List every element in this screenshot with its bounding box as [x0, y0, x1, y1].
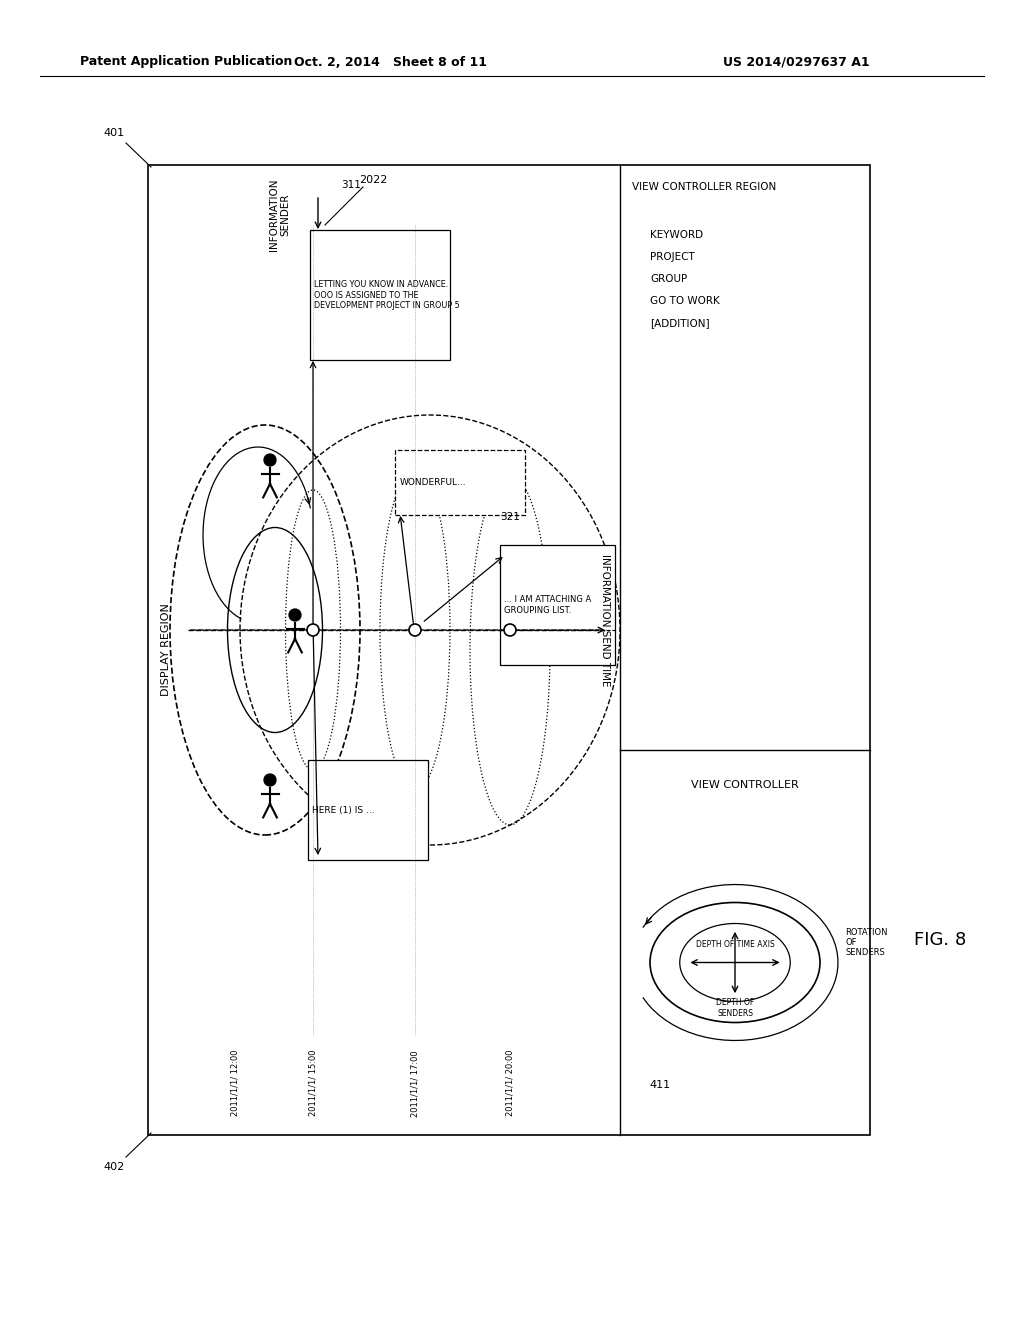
Bar — [308, 760, 428, 861]
Text: INFORMATION
SENDER: INFORMATION SENDER — [269, 178, 291, 251]
Text: US 2014/0297637 A1: US 2014/0297637 A1 — [723, 55, 870, 69]
Text: 2022: 2022 — [358, 176, 387, 185]
Text: PROJECT: PROJECT — [650, 252, 694, 261]
Text: 411: 411 — [649, 1080, 671, 1090]
Text: KEYWORD: KEYWORD — [650, 230, 703, 240]
Circle shape — [409, 624, 421, 636]
Text: GO TO WORK: GO TO WORK — [650, 296, 720, 306]
Text: LETTING YOU KNOW IN ADVANCE.
OOO IS ASSIGNED TO THE
DEVELOPMENT PROJECT IN GROUP: LETTING YOU KNOW IN ADVANCE. OOO IS ASSI… — [314, 280, 460, 310]
Text: 2011/1/1/ 15:00: 2011/1/1/ 15:00 — [308, 1049, 317, 1117]
Text: 402: 402 — [103, 1162, 125, 1172]
Text: Patent Application Publication: Patent Application Publication — [80, 55, 293, 69]
Text: GROUP: GROUP — [650, 275, 687, 284]
Text: WONDERFUL...: WONDERFUL... — [400, 478, 467, 487]
Bar — [310, 230, 450, 360]
Text: INFORMATION SEND TIME: INFORMATION SEND TIME — [600, 554, 610, 686]
Text: ... I AM ATTACHING A
GROUPING LIST.: ... I AM ATTACHING A GROUPING LIST. — [504, 595, 591, 615]
Bar — [500, 545, 615, 665]
Text: DEPTH OF TIME AXIS: DEPTH OF TIME AXIS — [695, 940, 774, 949]
Text: 2011/1/1/ 17:00: 2011/1/1/ 17:00 — [411, 1049, 420, 1117]
Text: FIG. 8: FIG. 8 — [913, 931, 966, 949]
Text: 2011/1/1/ 20:00: 2011/1/1/ 20:00 — [506, 1049, 514, 1117]
Text: 401: 401 — [103, 128, 125, 139]
Text: [ADDITION]: [ADDITION] — [650, 318, 710, 327]
Circle shape — [264, 454, 275, 466]
Circle shape — [504, 624, 516, 636]
Text: 321: 321 — [500, 512, 520, 521]
Bar — [395, 450, 525, 515]
Text: 311: 311 — [341, 180, 360, 190]
Circle shape — [289, 609, 301, 620]
Text: VIEW CONTROLLER: VIEW CONTROLLER — [691, 780, 799, 789]
Text: DISPLAY REGION: DISPLAY REGION — [161, 603, 171, 697]
Text: HERE (1) IS ...: HERE (1) IS ... — [312, 805, 375, 814]
Text: ROTATION
OF
SENDERS: ROTATION OF SENDERS — [845, 928, 888, 957]
Text: Oct. 2, 2014   Sheet 8 of 11: Oct. 2, 2014 Sheet 8 of 11 — [294, 55, 486, 69]
Bar — [148, 165, 870, 1135]
Text: 2011/1/1/ 12:00: 2011/1/1/ 12:00 — [230, 1049, 240, 1117]
Text: DEPTH OF
SENDERS: DEPTH OF SENDERS — [716, 998, 754, 1018]
Circle shape — [307, 624, 319, 636]
Text: VIEW CONTROLLER REGION: VIEW CONTROLLER REGION — [632, 182, 776, 191]
Circle shape — [264, 774, 275, 785]
